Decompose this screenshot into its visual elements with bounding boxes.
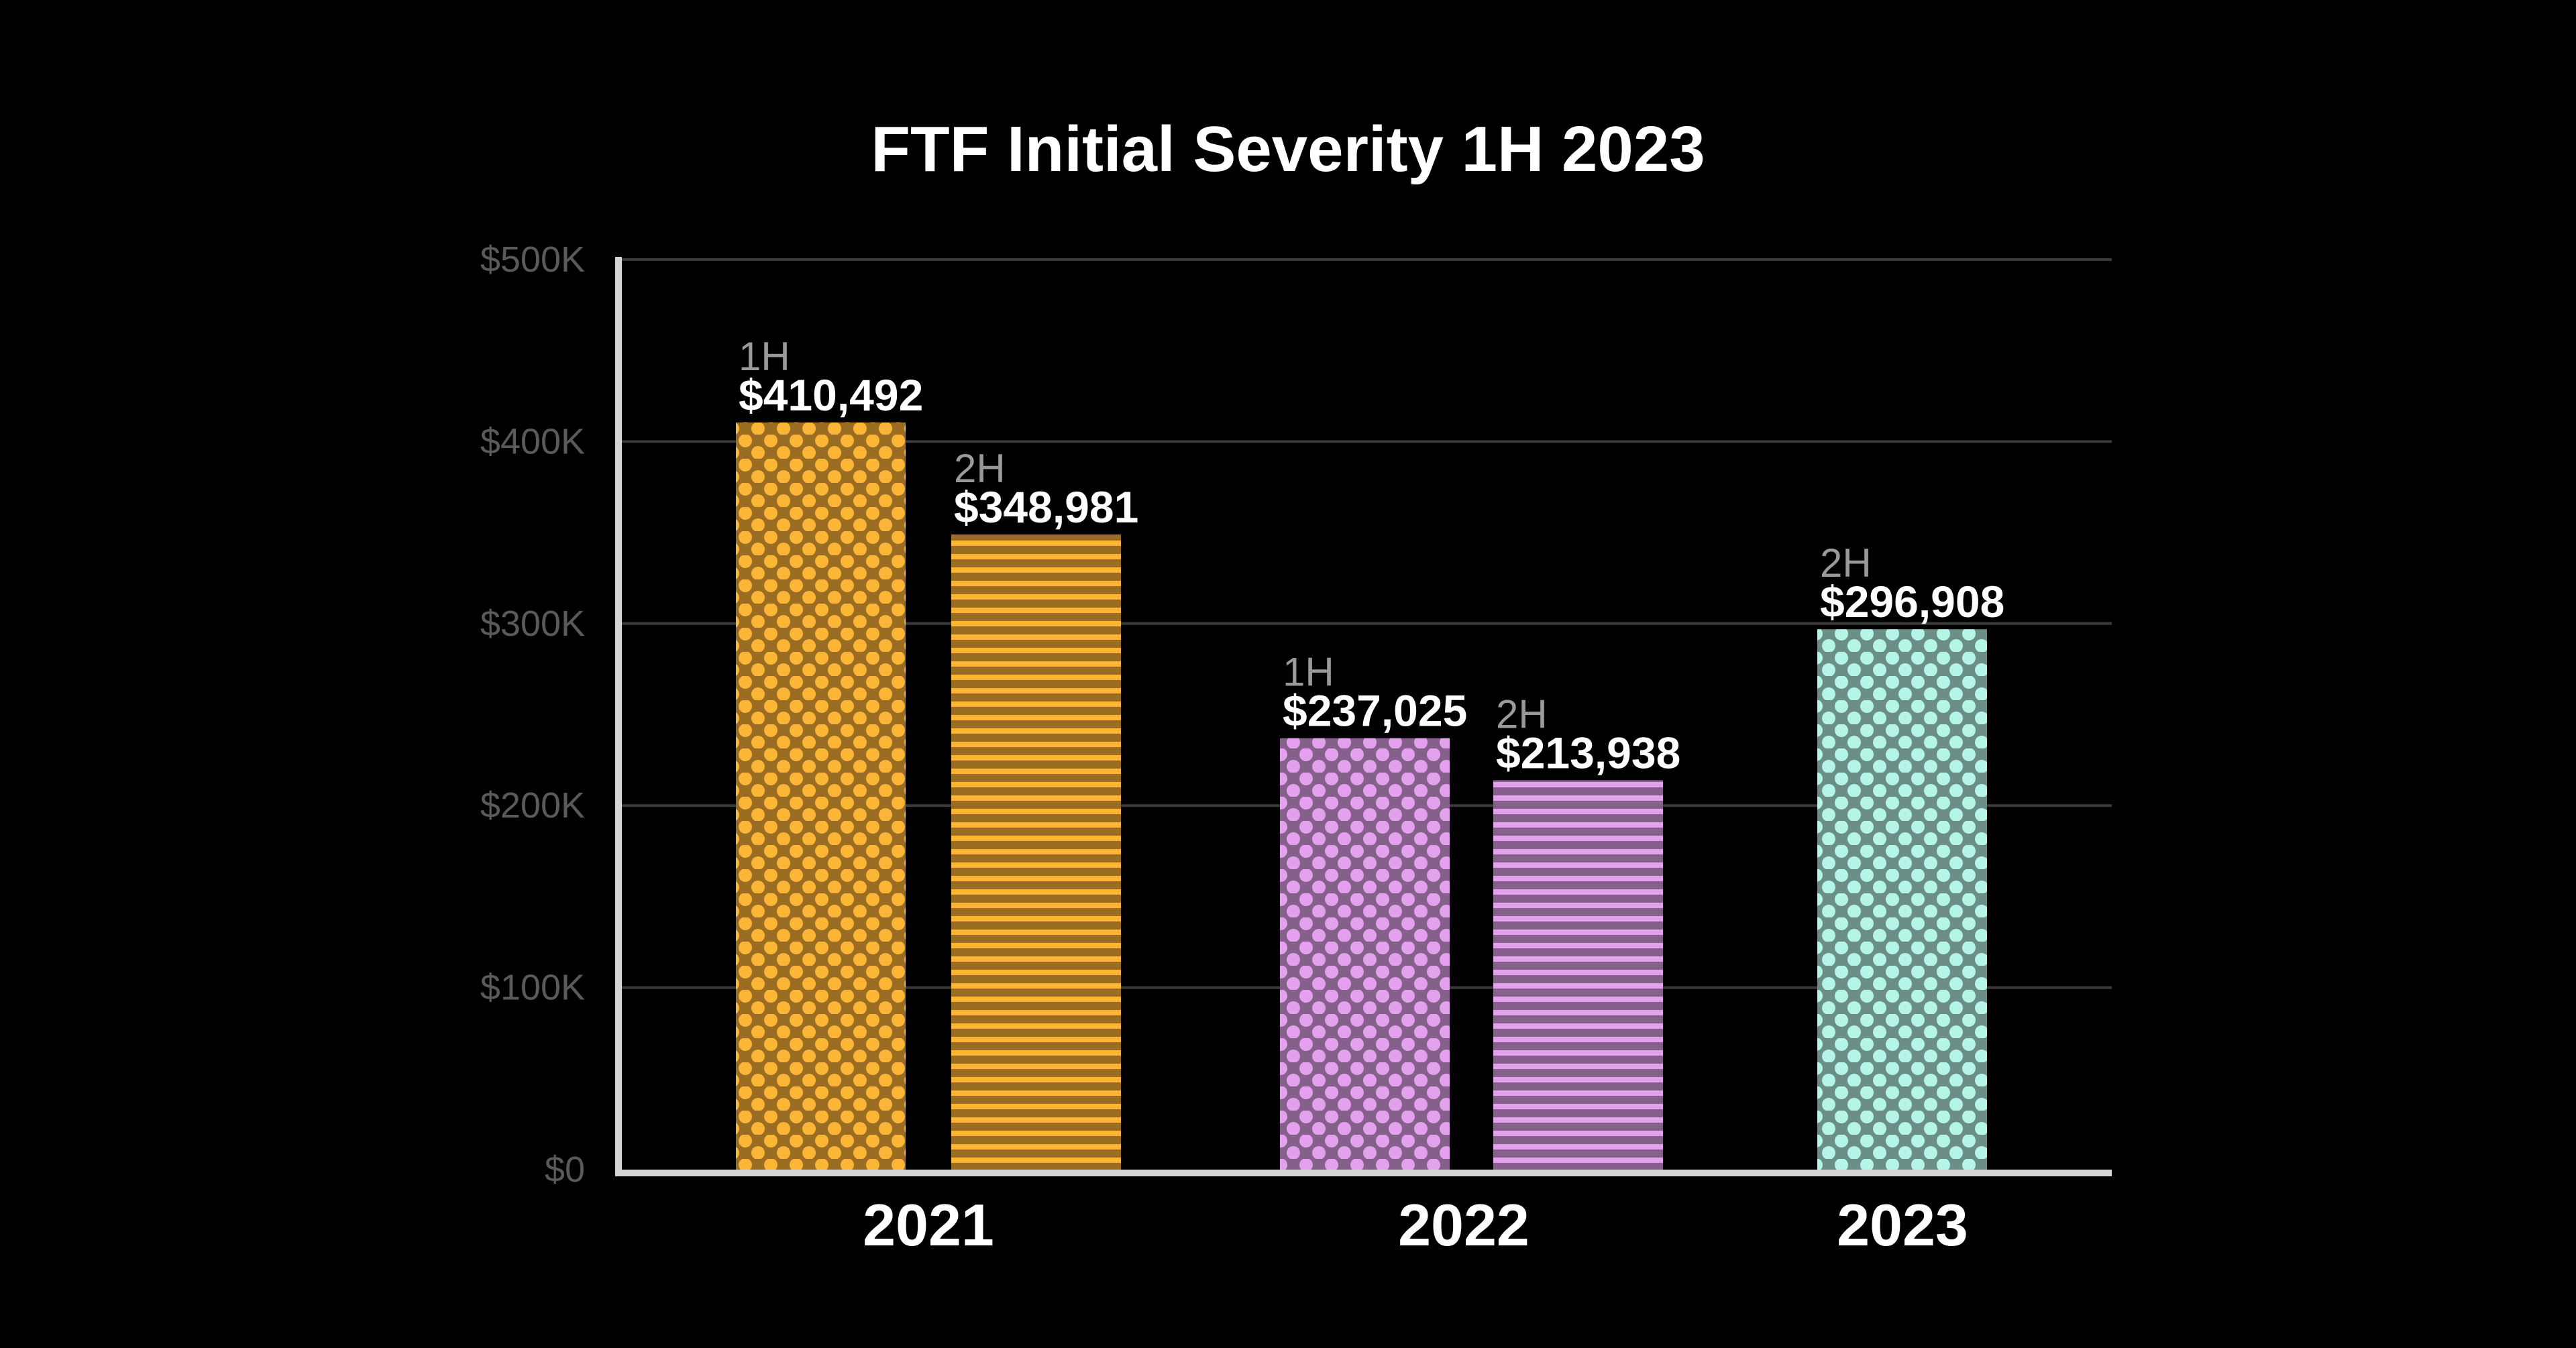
value-label: $296,908: [1820, 577, 2004, 626]
x-axis-line: [615, 1170, 2112, 1176]
y-tick-label: $100K: [480, 968, 585, 1008]
x-category-label: 2022: [1398, 1192, 1529, 1258]
period-label: 2H: [1496, 691, 1548, 736]
value-label: $237,025: [1283, 686, 1467, 736]
period-label: 1H: [1283, 650, 1334, 695]
x-category-label: 2021: [863, 1192, 994, 1258]
period-label: 2H: [954, 446, 1006, 491]
bar-2023-2h: [1817, 629, 1987, 1170]
bar-2021-1h: [736, 422, 906, 1170]
value-label: $410,492: [739, 370, 923, 420]
y-tick-label: $300K: [480, 604, 585, 644]
period-label: 1H: [739, 334, 790, 379]
y-axis-line: [615, 257, 622, 1176]
value-label: $213,938: [1496, 728, 1680, 777]
period-label: 2H: [1820, 541, 1872, 585]
bar-2022-1h: [1280, 738, 1450, 1170]
y-tick-label: $0: [545, 1149, 585, 1190]
y-tick-label: $400K: [480, 421, 585, 461]
chart-title: FTF Initial Severity 1H 2023: [871, 113, 1705, 185]
value-label: $348,981: [954, 482, 1138, 532]
x-category-label: 2023: [1837, 1192, 1968, 1258]
y-tick-label: $200K: [480, 785, 585, 826]
bar-2022-2h: [1493, 780, 1663, 1170]
bar-2021-2h: [951, 534, 1121, 1170]
y-tick-label: $500K: [480, 239, 585, 280]
